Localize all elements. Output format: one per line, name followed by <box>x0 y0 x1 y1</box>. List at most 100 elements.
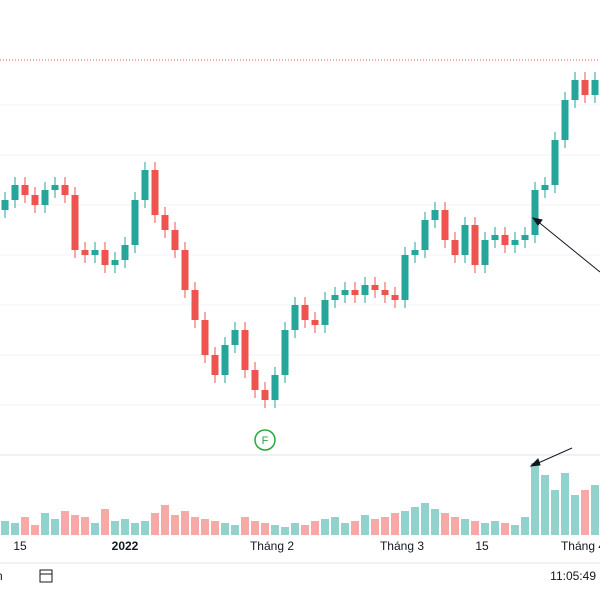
candle-body <box>161 215 169 230</box>
candle-body <box>121 245 129 260</box>
candle-body <box>241 330 249 370</box>
candle-body <box>591 80 599 95</box>
toolbar-text: n <box>0 569 3 583</box>
x-tick-label: 2022 <box>112 539 139 553</box>
candle-body <box>501 235 509 245</box>
volume-bar <box>331 517 339 535</box>
candle-body <box>471 225 479 265</box>
volume-bar <box>1 521 9 535</box>
volume-bar <box>251 521 259 535</box>
volume-bar <box>531 463 539 535</box>
toolbar-icon[interactable] <box>39 569 53 583</box>
x-tick-label: 15 <box>475 539 489 553</box>
candle-body <box>441 210 449 240</box>
volume-bar <box>211 521 219 535</box>
volume-bar <box>481 523 489 535</box>
candle-body <box>301 305 309 320</box>
volume-bar <box>121 519 129 535</box>
volume-bar <box>371 519 379 535</box>
candle-body <box>171 230 179 250</box>
candle-body <box>251 370 259 390</box>
candle-body <box>221 345 229 375</box>
candle-body <box>211 355 219 375</box>
volume-bar <box>391 513 399 535</box>
candle-body <box>461 225 469 255</box>
event-marker <box>254 429 276 451</box>
candle-body <box>231 330 239 345</box>
volume-bar <box>41 513 49 535</box>
candle-body <box>321 300 329 325</box>
volume-bar <box>471 521 479 535</box>
candle-body <box>331 295 339 300</box>
candle-body <box>51 185 59 190</box>
candle-body <box>411 250 419 255</box>
volume-bar <box>571 495 579 535</box>
volume-bar <box>421 503 429 535</box>
volume-bar <box>171 515 179 535</box>
volume-bar <box>141 521 149 535</box>
candle-body <box>361 285 369 295</box>
volume-bar <box>271 525 279 535</box>
volume-bar <box>101 509 109 535</box>
candle-body <box>201 320 209 355</box>
volume-bar <box>61 511 69 535</box>
candle-body <box>131 200 139 245</box>
volume-bar <box>231 525 239 535</box>
volume-bar <box>311 521 319 535</box>
volume-bar <box>581 490 589 535</box>
volume-bar <box>341 523 349 535</box>
volume-bar <box>591 485 599 535</box>
candle-body <box>581 80 589 95</box>
candle-body <box>311 320 319 325</box>
volume-bar <box>441 513 449 535</box>
candle-body <box>71 195 79 250</box>
candle-body <box>261 390 269 400</box>
candle-body <box>11 185 19 200</box>
clock: 11:05:49 <box>550 569 596 583</box>
candle-body <box>141 170 149 200</box>
candle-body <box>271 375 279 400</box>
candle-body <box>81 250 89 255</box>
candle-body <box>561 100 569 140</box>
annotation-arrow <box>529 217 600 467</box>
candle-body <box>1 200 9 210</box>
volume-bar <box>401 511 409 535</box>
candle-body <box>371 285 379 290</box>
candle-body <box>351 290 359 295</box>
candle-body <box>391 295 399 300</box>
volume-bar <box>51 519 59 535</box>
volume-bar <box>181 511 189 535</box>
volume-bar <box>551 490 559 535</box>
candle-body <box>61 185 69 195</box>
volume-bar <box>501 523 509 535</box>
candle-body <box>531 190 539 235</box>
volume-bar <box>151 513 159 535</box>
volume-bar <box>511 525 519 535</box>
candle-body <box>401 255 409 300</box>
candle-body <box>481 240 489 265</box>
volume-bar <box>431 509 439 535</box>
candle-body <box>191 290 199 320</box>
volume-bar <box>521 517 529 535</box>
candle-body <box>571 80 579 100</box>
volume-bar <box>31 525 39 535</box>
volume-bar <box>451 517 459 535</box>
volume-bar <box>21 517 29 535</box>
volume-bar <box>491 521 499 535</box>
volume-bar <box>11 523 19 535</box>
candle-body <box>151 170 159 215</box>
volume-bar <box>261 523 269 535</box>
candle-body <box>431 210 439 220</box>
candle-body <box>341 290 349 295</box>
volume-bar <box>541 475 549 535</box>
volume-bar <box>361 515 369 535</box>
candle-body <box>281 330 289 375</box>
candle-body <box>31 195 39 205</box>
x-tick-label: 15 <box>13 539 27 553</box>
candle-body <box>91 250 99 255</box>
volume-bar <box>321 519 329 535</box>
volume-bar <box>71 515 79 535</box>
candle-body <box>541 185 549 190</box>
volume-bar <box>411 507 419 535</box>
volume-bar <box>191 517 199 535</box>
